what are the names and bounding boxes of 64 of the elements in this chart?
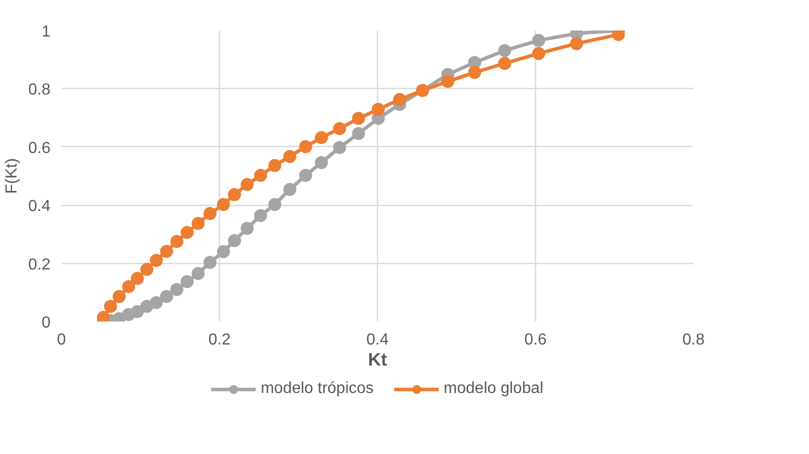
y-tick-label: 1 bbox=[42, 24, 51, 40]
point bbox=[130, 272, 144, 285]
point bbox=[268, 198, 282, 212]
point bbox=[299, 140, 312, 154]
point bbox=[96, 310, 110, 322]
point bbox=[170, 283, 184, 296]
point bbox=[160, 290, 174, 303]
point bbox=[140, 262, 154, 276]
x-tick-label: 0.8 bbox=[682, 332, 705, 348]
point bbox=[240, 178, 254, 191]
x-tick-label: 0.2 bbox=[208, 332, 231, 348]
point bbox=[372, 102, 385, 116]
point bbox=[240, 222, 254, 235]
point bbox=[612, 30, 625, 42]
point bbox=[352, 112, 366, 125]
point bbox=[130, 305, 144, 318]
point bbox=[314, 131, 328, 144]
y-axis-title: F(Kt) bbox=[3, 158, 20, 194]
point bbox=[532, 34, 546, 47]
point bbox=[216, 198, 230, 212]
point bbox=[352, 127, 366, 140]
point bbox=[216, 245, 230, 258]
point bbox=[150, 254, 163, 267]
point bbox=[160, 244, 174, 258]
legend-label: modelo trópicos bbox=[260, 380, 374, 398]
point bbox=[104, 300, 117, 313]
point bbox=[122, 280, 136, 294]
point bbox=[192, 216, 205, 230]
point bbox=[180, 226, 194, 239]
point bbox=[180, 275, 194, 288]
point bbox=[268, 159, 282, 172]
point bbox=[204, 256, 217, 269]
point bbox=[254, 209, 268, 222]
point bbox=[570, 37, 584, 50]
point bbox=[532, 47, 546, 60]
y-tick-label: 0.8 bbox=[28, 82, 51, 99]
point bbox=[228, 188, 242, 202]
y-tick-label: 0 bbox=[42, 314, 51, 332]
point bbox=[228, 234, 242, 248]
x-tick-label: 0 bbox=[57, 332, 66, 348]
legend-label: modelo global bbox=[444, 380, 544, 398]
point bbox=[150, 296, 163, 310]
point bbox=[333, 140, 346, 154]
point bbox=[283, 150, 296, 163]
point bbox=[192, 266, 205, 280]
x-tick-label: 0.6 bbox=[524, 332, 547, 348]
point bbox=[254, 168, 268, 182]
point bbox=[170, 234, 184, 248]
x-axis-title: Kt bbox=[368, 350, 388, 370]
y-tick-label: 0.4 bbox=[28, 198, 51, 216]
point bbox=[498, 44, 512, 58]
point bbox=[204, 207, 217, 220]
point bbox=[314, 156, 328, 170]
point bbox=[441, 74, 454, 88]
point bbox=[393, 92, 406, 106]
y-tick-label: 0.6 bbox=[28, 140, 51, 157]
y-tick-label: 0.2 bbox=[28, 256, 51, 274]
point bbox=[498, 56, 512, 70]
point bbox=[283, 182, 296, 196]
x-tick-label: 0.4 bbox=[366, 332, 389, 348]
point bbox=[468, 66, 482, 79]
point bbox=[333, 122, 346, 136]
point bbox=[112, 290, 126, 303]
point bbox=[299, 168, 312, 182]
